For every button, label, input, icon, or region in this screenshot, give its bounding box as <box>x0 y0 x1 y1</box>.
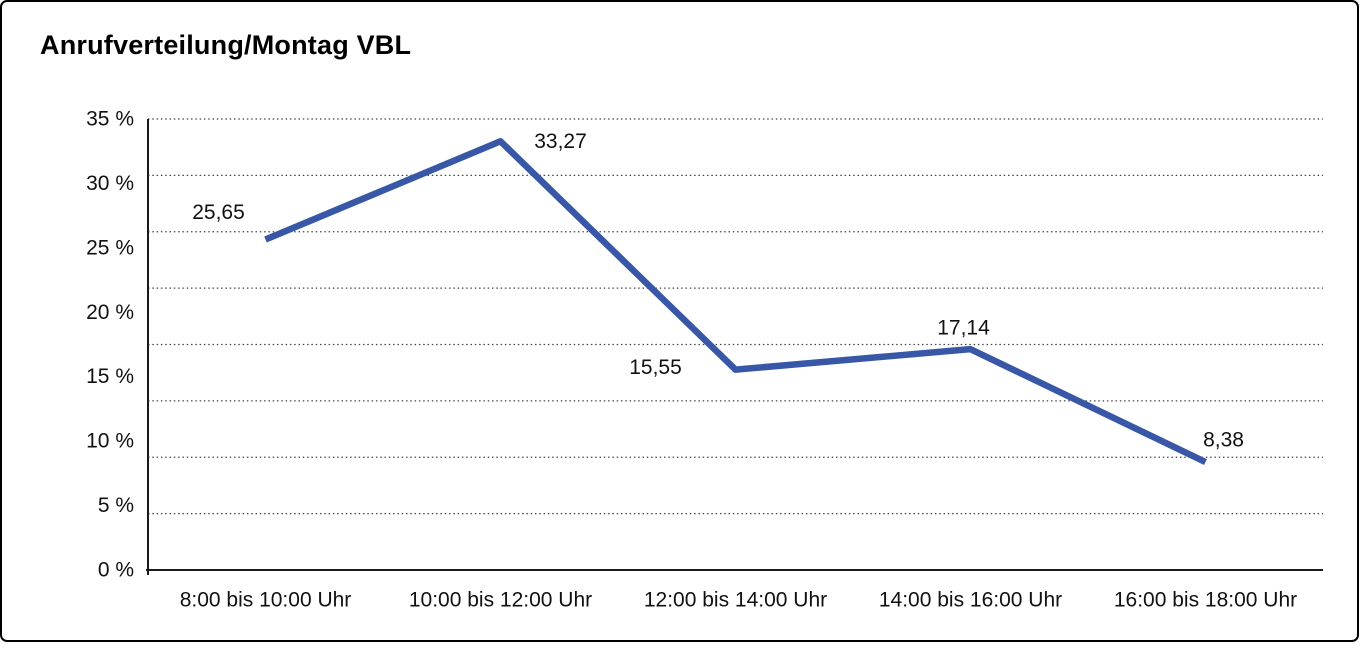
y-axis-tick-label: 20 % <box>86 301 134 324</box>
y-axis-tick-label: 0 % <box>98 559 134 582</box>
data-point-label: 25,65 <box>192 201 245 224</box>
y-axis-tick-label: 30 % <box>86 172 134 195</box>
x-axis-category-label: 14:00 bis 16:00 Uhr <box>879 589 1062 612</box>
data-point-label: 8,38 <box>1203 429 1244 452</box>
y-axis-tick-label: 25 % <box>86 236 134 259</box>
y-axis-tick-label: 5 % <box>98 494 134 517</box>
data-line <box>264 138 1207 465</box>
x-axis-category-label: 16:00 bis 18:00 Uhr <box>1114 589 1297 612</box>
data-point-label: 17,14 <box>937 317 990 340</box>
x-axis-category-label: 8:00 bis 10:00 Uhr <box>180 589 352 612</box>
data-point-label: 15,55 <box>629 356 682 379</box>
y-axis-tick-label: 10 % <box>86 430 134 453</box>
chart-title: Anrufverteilung/Montag VBL <box>40 30 412 60</box>
x-axis-category-label: 12:00 bis 14:00 Uhr <box>644 589 827 612</box>
y-axis-tick-label: 15 % <box>86 365 134 388</box>
data-point-label: 33,27 <box>534 130 587 153</box>
y-axis-tick-label: 35 % <box>86 108 134 131</box>
x-axis-category-label: 10:00 bis 12:00 Uhr <box>409 589 592 612</box>
